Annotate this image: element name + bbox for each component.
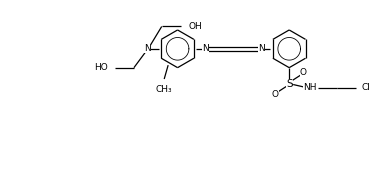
Text: Cl: Cl xyxy=(362,83,371,92)
Text: N: N xyxy=(202,44,209,53)
Text: N: N xyxy=(144,44,151,53)
Text: O: O xyxy=(300,68,307,77)
Text: O: O xyxy=(272,90,279,99)
Text: HO: HO xyxy=(94,63,108,72)
Text: CH₃: CH₃ xyxy=(156,86,173,95)
Text: OH: OH xyxy=(188,22,202,31)
Text: N: N xyxy=(258,44,265,53)
Text: S: S xyxy=(286,78,293,89)
Text: NH: NH xyxy=(303,83,317,92)
